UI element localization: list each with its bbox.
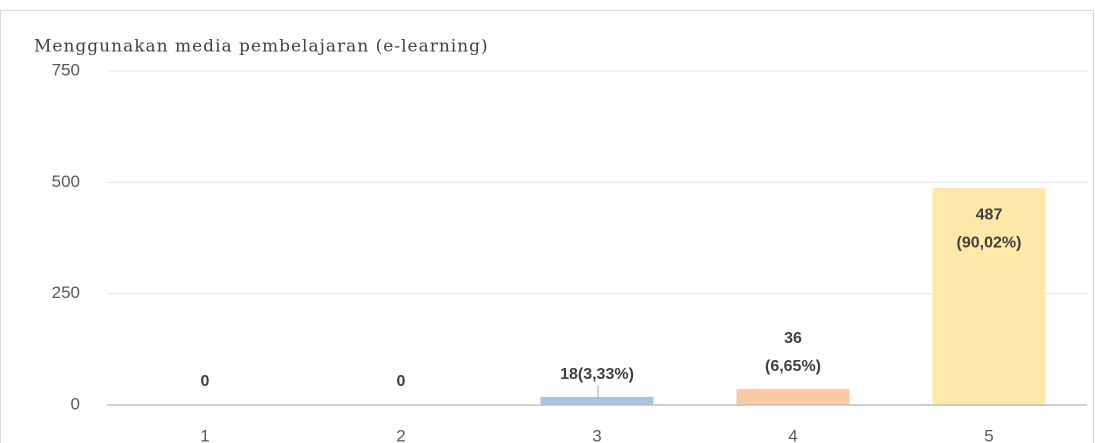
- chart-title: Menggunakan media pembelajaran (e-learni…: [34, 37, 489, 57]
- y-tick-label: 250: [52, 283, 80, 302]
- bar: [540, 396, 654, 405]
- value-label: 36: [784, 330, 802, 347]
- bar: [932, 188, 1046, 405]
- y-tick-label: 750: [52, 60, 80, 79]
- value-label: 0: [201, 373, 210, 390]
- x-tick-label: 2: [396, 426, 405, 443]
- y-tick-label: 0: [71, 394, 80, 413]
- chart-frame: [0, 10, 1094, 443]
- x-tick-label: 1: [200, 426, 209, 443]
- value-label: 0: [397, 373, 406, 390]
- value-label: 18(3,33%): [560, 366, 634, 383]
- value-label: 487: [976, 206, 1003, 223]
- y-tick-label: 500: [52, 172, 80, 191]
- x-tick-label: 5: [984, 426, 993, 443]
- value-label: (90,02%): [957, 234, 1022, 251]
- bar: [736, 388, 850, 405]
- bars: [540, 188, 1046, 405]
- x-tick-label: 4: [788, 426, 797, 443]
- x-tick-label: 3: [592, 426, 601, 443]
- value-label: (6,65%): [765, 358, 821, 375]
